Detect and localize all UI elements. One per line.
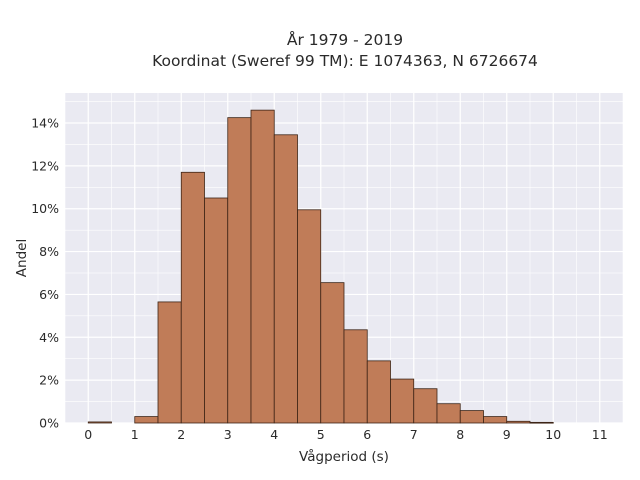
histogram-bar <box>87 421 112 424</box>
x-axis-ticks: 0 1 2 3 4 5 6 7 8 9 10 11 <box>84 427 607 442</box>
histogram-bar <box>273 134 298 424</box>
histogram-bar <box>157 301 182 424</box>
bars <box>87 109 554 424</box>
x-tick-label: 7 <box>410 427 418 442</box>
x-tick-label: 9 <box>503 427 511 442</box>
histogram-bar <box>250 109 275 424</box>
histogram-bar <box>320 282 345 424</box>
x-tick-label: 4 <box>270 427 278 442</box>
x-tick-label: 6 <box>363 427 371 442</box>
y-axis-ticks: 0% 2% 4% 6% 8% 10% 12% 14% <box>31 116 59 431</box>
histogram-bar <box>227 117 252 424</box>
x-tick-label: 3 <box>224 427 232 442</box>
y-tick-label: 8% <box>39 244 59 259</box>
y-tick-label: 10% <box>31 201 59 216</box>
x-tick-label: 10 <box>545 427 561 442</box>
histogram-bar <box>180 171 205 424</box>
x-tick-label: 5 <box>317 427 325 442</box>
y-axis-label: Andel <box>14 239 30 277</box>
histogram-bar <box>483 416 508 424</box>
histogram-bar <box>506 420 531 424</box>
x-tick-label: 11 <box>592 427 608 442</box>
y-tick-label: 4% <box>39 330 59 345</box>
histogram-bar <box>204 197 229 424</box>
x-tick-label: 1 <box>131 427 139 442</box>
histogram-bar <box>297 209 322 424</box>
x-tick-label: 2 <box>177 427 185 442</box>
chart-title: År 1979 - 2019 <box>287 30 403 49</box>
histogram-bar <box>343 329 368 424</box>
histogram-bar <box>134 416 159 424</box>
histogram-bar <box>390 378 415 424</box>
y-tick-label: 2% <box>39 373 59 388</box>
y-tick-label: 14% <box>31 116 59 131</box>
x-tick-label: 0 <box>84 427 92 442</box>
histogram-bar <box>529 421 554 424</box>
chart-subtitle: Koordinat (Sweref 99 TM): E 1074363, N 6… <box>152 52 538 70</box>
histogram-bar <box>413 388 438 424</box>
x-tick-label: 8 <box>456 427 464 442</box>
y-tick-label: 0% <box>39 416 59 431</box>
histogram-bar <box>366 360 391 424</box>
x-axis-label: Vågperiod (s) <box>299 448 389 465</box>
histogram-bar <box>436 403 461 424</box>
histogram-bar <box>459 410 484 424</box>
y-tick-label: 6% <box>39 287 59 302</box>
y-tick-label: 12% <box>31 158 59 173</box>
